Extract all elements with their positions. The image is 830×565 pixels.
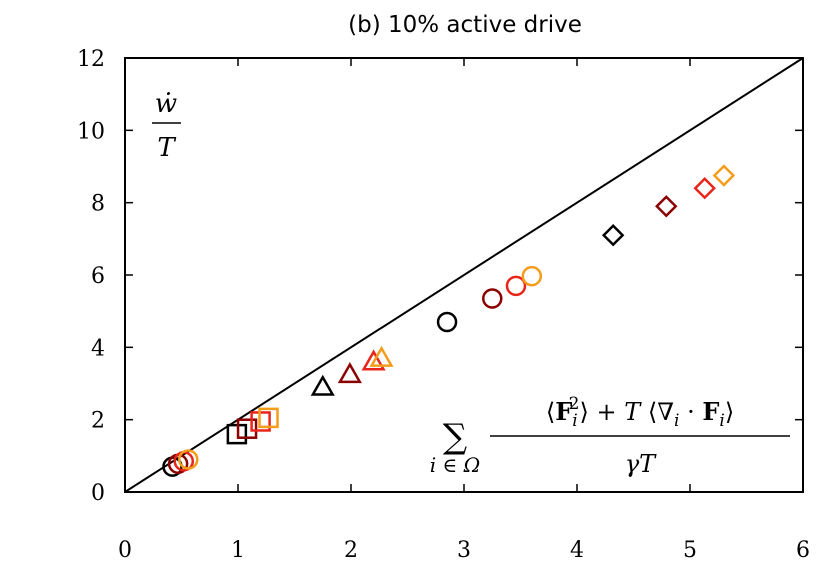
y-tick-label: 8 <box>91 192 105 217</box>
chart-title: (b) 10% active drive <box>348 12 582 38</box>
x-tick-label: 2 <box>344 538 358 563</box>
y-tick-label: 0 <box>91 481 105 506</box>
data-point-square <box>236 418 258 439</box>
x-axis-label: ∑ i ∈ Ω ⟨Fi2⟩ + T ⟨∇i · Fi⟩ γT <box>430 394 790 478</box>
data-point-diamond <box>712 164 736 187</box>
data-point-triangle <box>310 374 335 396</box>
data-point-diamond <box>601 223 625 247</box>
data-point-triangle <box>361 349 386 371</box>
data-point-circle <box>178 449 199 470</box>
y-tick-label: 6 <box>91 264 105 289</box>
y-label-denominator: T <box>157 133 176 163</box>
x-tick-label: 1 <box>231 538 245 563</box>
data-point-circle <box>482 288 503 309</box>
x-tick-label: 4 <box>570 538 584 563</box>
x-tick-label: 3 <box>457 538 471 563</box>
y-tick-label: 4 <box>91 336 105 361</box>
y-label-numerator: ẇ <box>155 89 177 119</box>
y-tick-label: 12 <box>77 47 105 72</box>
data-point-diamond <box>693 176 716 200</box>
data-points <box>162 164 736 477</box>
data-point-triangle <box>369 345 394 367</box>
x-tick-label: 6 <box>796 538 810 563</box>
data-point-triangle <box>337 362 362 384</box>
sum-index: i ∈ Ω <box>430 453 481 477</box>
x-tick-label: 0 <box>118 538 132 563</box>
data-point-circle <box>436 311 458 333</box>
data-point-diamond <box>655 195 678 218</box>
x-tick-label: 5 <box>683 538 697 563</box>
sum-symbol: ∑ <box>443 417 467 457</box>
data-point-square <box>258 407 279 429</box>
data-point-circle <box>521 265 543 287</box>
axes <box>124 57 804 493</box>
x-label-numerator: ⟨Fi2⟩ + T ⟨∇i · Fi⟩ <box>546 394 734 431</box>
y-tick-label: 2 <box>91 409 105 434</box>
x-label-denominator: γT <box>625 450 657 478</box>
y-tick-label: 10 <box>77 119 105 144</box>
data-point-circle <box>505 275 527 297</box>
y-axis-label: ẇ T <box>152 89 181 163</box>
